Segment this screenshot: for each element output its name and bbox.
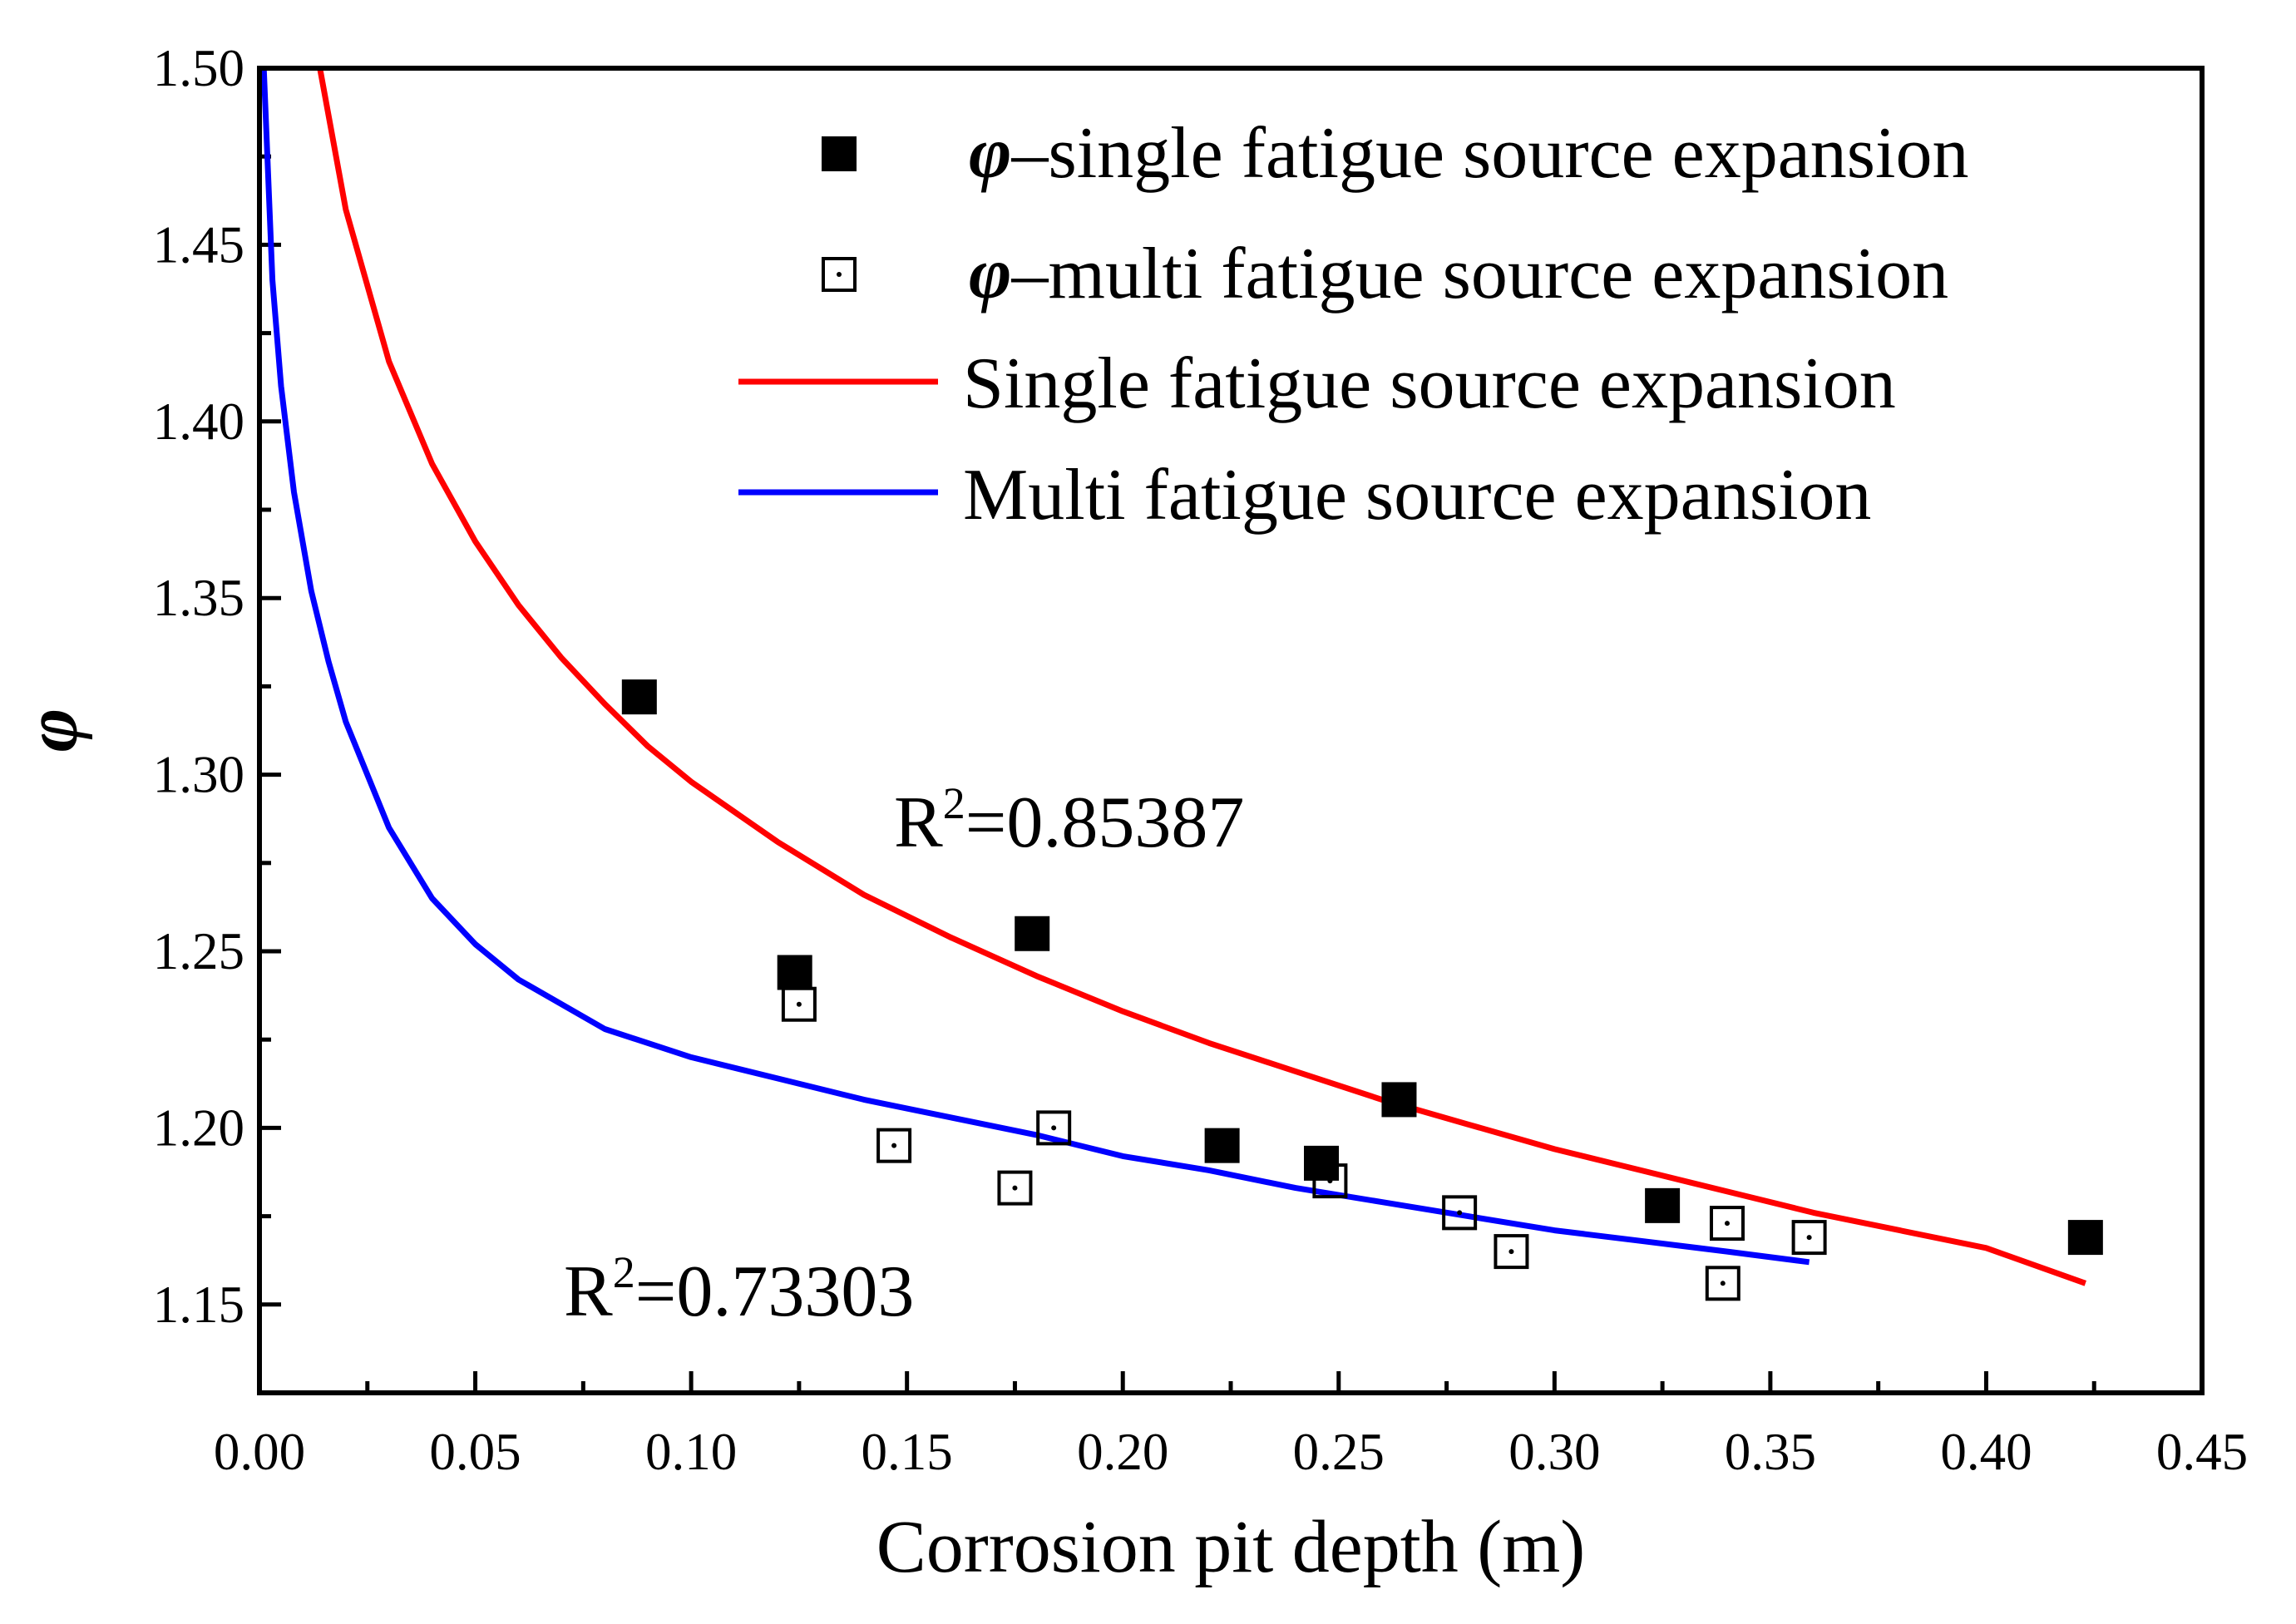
x-axis-title: Corrosion pit depth (m) [876,1506,1585,1588]
x-tick-label: 0.30 [1508,1423,1600,1481]
y-tick-label: 1.35 [153,569,244,627]
point-multi [1494,1234,1529,1270]
fit-lines [260,67,2086,1286]
x-tick-label: 0.20 [1077,1423,1168,1481]
point-multi-dot [891,1143,897,1148]
point-single [1645,1187,1681,1223]
annotation-multi-sup: 2 [613,1247,635,1297]
legend-label-multi: φ–multi fatigue source expansion [969,234,1948,314]
y-tick-label: 1.15 [153,1276,244,1334]
point-multi [1791,1220,1827,1256]
x-tick-label: 0.15 [862,1423,953,1481]
y-tick-label: 1.25 [153,922,244,980]
point-multi [1312,1163,1348,1199]
point-single [1304,1145,1340,1181]
point-single [1381,1082,1417,1118]
y-axis-title: φ [11,708,93,753]
point-single [777,955,812,990]
point-single [1015,916,1050,951]
point-multi [1442,1195,1478,1231]
legend-label-single-fit: Single fatigue source expansion [963,343,1896,424]
legend-marker-multi-dot [837,272,842,277]
annotation-single-value: =0.85387 [965,782,1245,863]
legend-phi-multi: φ [969,234,1011,314]
point-multi [1036,1110,1072,1146]
x-tick-label: 0.45 [2156,1423,2248,1481]
y-tick-label: 1.45 [153,215,244,274]
svg-text:R2=0.85387: R2=0.85387 [894,778,1244,863]
fit-line-single [317,67,2086,1286]
point-multi-dot [1457,1210,1463,1216]
point-multi-dot [1327,1178,1333,1184]
point-multi [1709,1206,1745,1241]
point-multi-dot [1051,1125,1057,1131]
point-single [2067,1220,2103,1256]
x-tick-label: 0.25 [1293,1423,1385,1481]
legend: φ–single fatigue source expansion φ–mult… [738,113,1969,536]
point-multi [1705,1266,1741,1301]
data-points [621,679,2103,1301]
annotation-multi-r2: R2=0.73303 [564,1247,914,1332]
axis-ticks [257,66,2205,1393]
y-tick-label: 1.50 [153,39,244,97]
svg-text:R2=0.73303: R2=0.73303 [564,1247,914,1332]
y-tick-label: 1.40 [153,392,244,451]
annotation-single-r: R [894,782,943,863]
point-multi-dot [1806,1235,1812,1241]
annotation-single-r2: R2=0.85387 [894,778,1244,863]
legend-phi-single: φ [969,113,1011,194]
legend-marker-single [822,136,857,171]
point-multi [997,1170,1033,1206]
point-single [621,679,657,715]
point-multi-dot [1724,1221,1730,1227]
x-tick-label: 0.40 [1940,1423,2032,1481]
annotation-single-sup: 2 [943,778,965,828]
legend-label-multi-fit: Multi fatigue source expansion [963,455,1871,536]
annotation-multi-r: R [564,1251,613,1332]
point-single [1204,1128,1240,1163]
point-multi-dot [1720,1281,1726,1286]
x-tick-label: 0.00 [214,1423,305,1481]
point-multi [876,1128,912,1163]
plot-frame [257,66,2205,1395]
tick-labels: 0.00 0.05 0.10 0.15 0.20 0.25 0.30 0.35 0.40 0.45… [153,39,2248,1481]
fit-line-multi [260,67,1810,1266]
legend-marker-multi [822,257,857,292]
annotation-multi-value: =0.73303 [635,1251,915,1332]
point-multi-dot [1508,1249,1514,1255]
point-multi-dot [1012,1185,1018,1191]
y-tick-label: 1.20 [153,1098,244,1157]
legend-label-single: φ–single fatigue source expansion [969,113,1969,194]
point-multi-dot [796,1001,802,1007]
x-tick-label: 0.05 [429,1423,521,1481]
point-multi [781,986,817,1022]
x-tick-label: 0.35 [1725,1423,1816,1481]
x-tick-label: 0.10 [645,1423,737,1481]
y-tick-label: 1.30 [153,746,244,804]
